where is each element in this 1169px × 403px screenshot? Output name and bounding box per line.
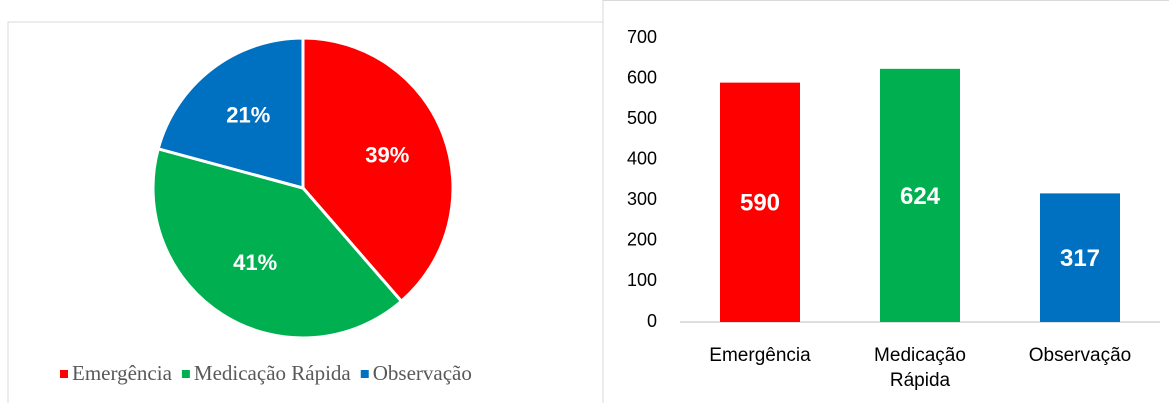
data-label: 21% bbox=[226, 102, 270, 127]
bar bbox=[720, 82, 800, 322]
bar bbox=[1040, 193, 1120, 322]
pie-slice bbox=[301, 36, 455, 304]
y-tick-label: 100 bbox=[627, 270, 657, 290]
pie-slice bbox=[151, 146, 404, 340]
data-label: 317 bbox=[1060, 245, 1100, 272]
y-tick-label: 400 bbox=[627, 148, 657, 168]
legend-swatch bbox=[360, 370, 369, 378]
data-label: 590 bbox=[740, 190, 780, 217]
y-tick-label: 200 bbox=[627, 230, 657, 250]
legend-swatch bbox=[181, 370, 190, 378]
legend-swatch bbox=[60, 370, 68, 378]
y-tick-label: 300 bbox=[627, 189, 657, 209]
data-label: 624 bbox=[900, 183, 941, 210]
legend-label: Emergência bbox=[72, 361, 173, 385]
data-label: 41% bbox=[233, 250, 277, 275]
x-tick-label-line: Rápida bbox=[890, 370, 951, 391]
x-tick-label-line: Medicação bbox=[874, 345, 966, 366]
y-tick-label: 700 bbox=[627, 27, 657, 47]
legend-label: Observação bbox=[373, 361, 472, 385]
legend-label: Medicação Rápida bbox=[194, 361, 352, 385]
y-tick-label: 600 bbox=[627, 67, 657, 87]
x-tick-label: Medicação Rápida bbox=[874, 345, 966, 391]
data-label: 39% bbox=[365, 142, 409, 167]
y-tick-label: 0 bbox=[647, 311, 657, 331]
x-tick-label: Observação bbox=[1029, 345, 1131, 366]
y-tick-label: 500 bbox=[627, 108, 657, 128]
bar bbox=[880, 68, 960, 322]
x-tick-label: Emergência bbox=[709, 345, 811, 366]
pie-slice bbox=[156, 36, 305, 190]
